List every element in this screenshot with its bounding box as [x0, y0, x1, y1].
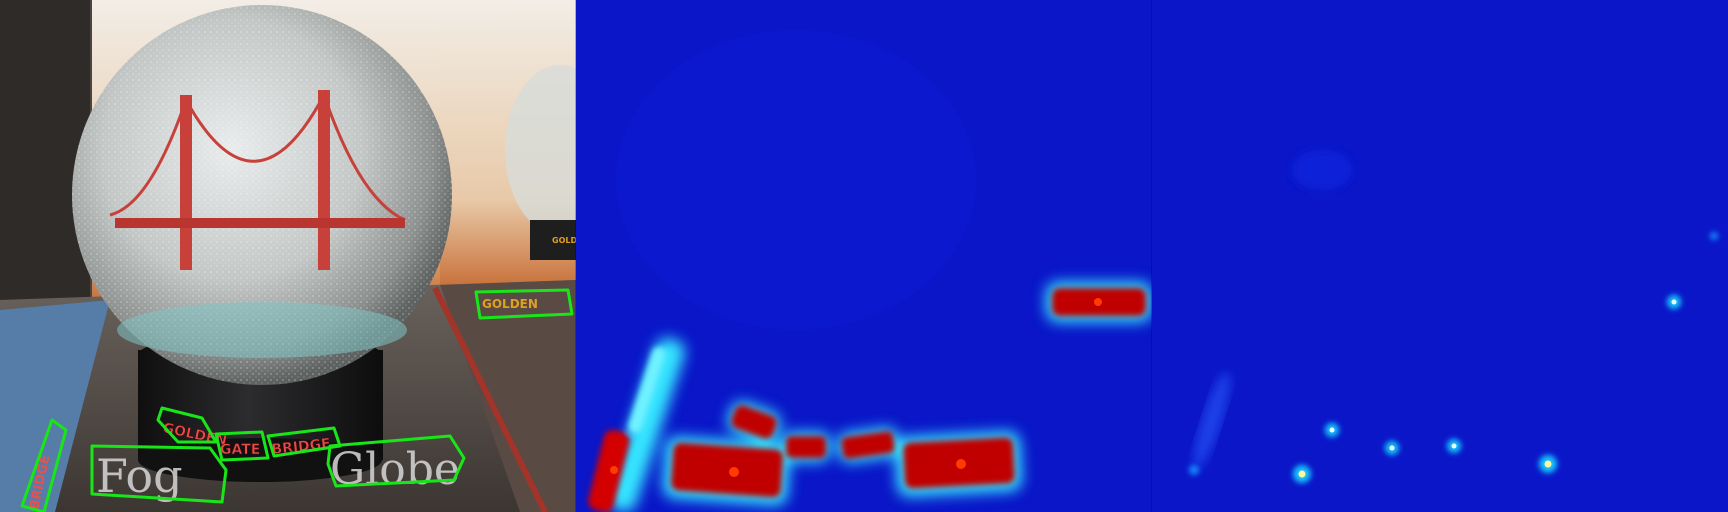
text-gate: GATE — [220, 442, 260, 458]
center-heatmap-panel — [1152, 0, 1728, 512]
center-heatmap — [1152, 0, 1728, 512]
snow-globe-photo: GOLD GO — [0, 0, 576, 512]
region-heatmap — [576, 0, 1152, 512]
photo-panel: GOLD GO — [0, 0, 576, 512]
text-box-golden: GOLDEN — [482, 297, 538, 311]
text-globe: Globe — [330, 444, 460, 495]
small-box-text: GOLD — [552, 236, 576, 245]
region-heatmap-panel — [576, 0, 1152, 512]
